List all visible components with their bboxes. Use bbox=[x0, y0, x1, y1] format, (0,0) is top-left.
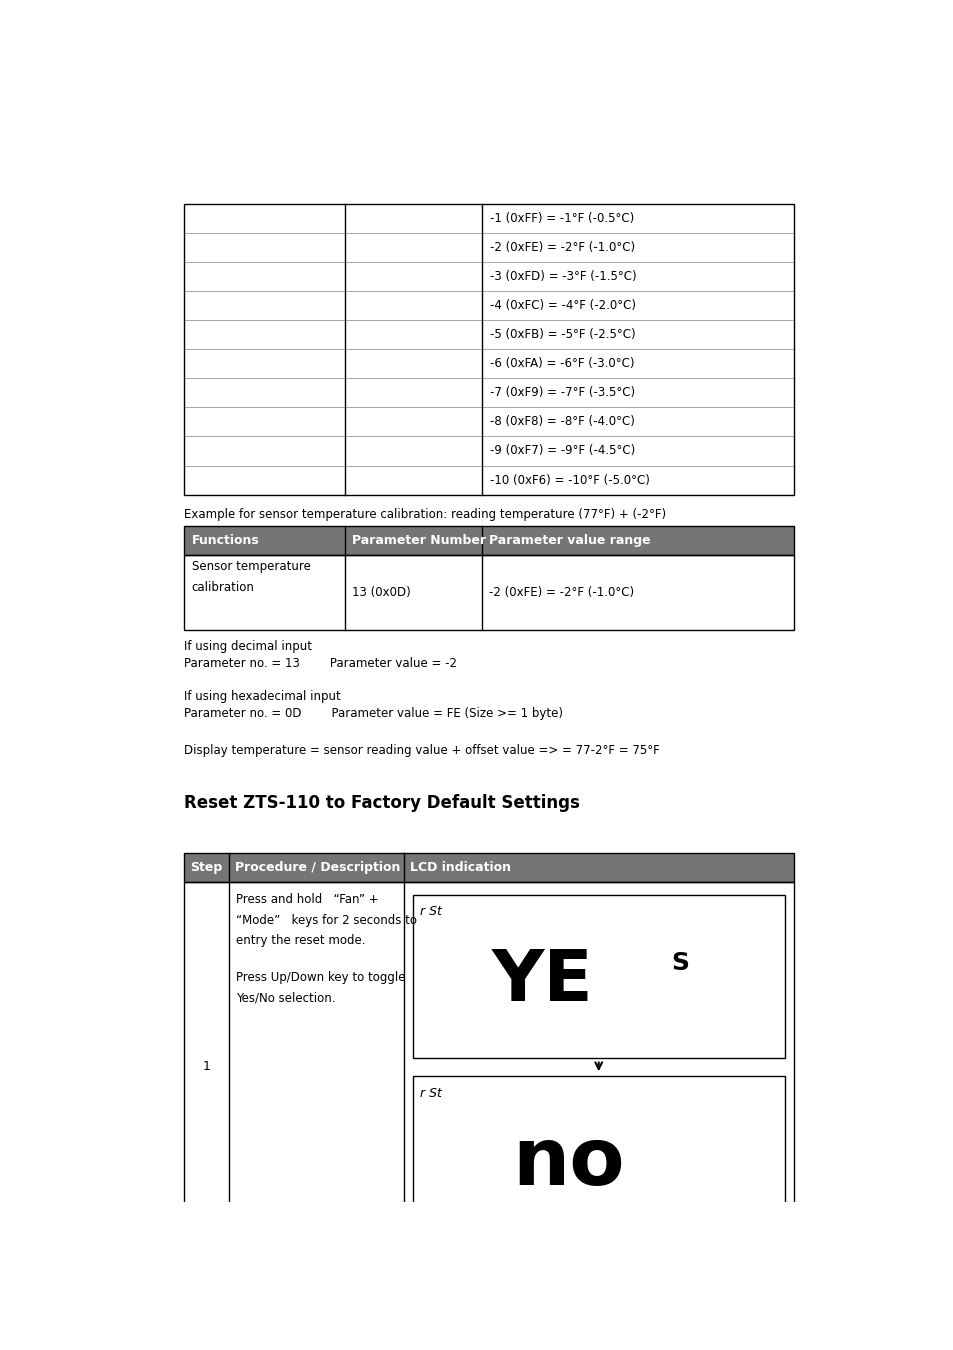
Text: Functions: Functions bbox=[192, 533, 259, 547]
Text: -8 (0xF8) = -8°F (-4.0°C): -8 (0xF8) = -8°F (-4.0°C) bbox=[490, 416, 635, 428]
Text: -5 (0xFB) = -5°F (-2.5°C): -5 (0xFB) = -5°F (-2.5°C) bbox=[490, 328, 636, 342]
Text: If using decimal input: If using decimal input bbox=[184, 640, 312, 653]
Polygon shape bbox=[184, 853, 793, 883]
Text: -10 (0xF6) = -10°F (-5.0°C): -10 (0xF6) = -10°F (-5.0°C) bbox=[490, 474, 650, 486]
Text: Display temperature = sensor reading value + offset value => = 77-2°F = 75°F: Display temperature = sensor reading val… bbox=[184, 744, 659, 757]
Text: Reset ZTS-110 to Factory Default Settings: Reset ZTS-110 to Factory Default Setting… bbox=[184, 794, 579, 811]
Text: Yes/No selection.: Yes/No selection. bbox=[235, 991, 335, 1004]
Text: r St: r St bbox=[419, 906, 441, 918]
Text: entry the reset mode.: entry the reset mode. bbox=[235, 934, 365, 948]
Text: -7 (0xF9) = -7°F (-3.5°C): -7 (0xF9) = -7°F (-3.5°C) bbox=[490, 386, 635, 400]
Text: Sensor temperature
calibration: Sensor temperature calibration bbox=[192, 560, 311, 594]
Text: 1: 1 bbox=[202, 1060, 211, 1073]
Text: Example for sensor temperature calibration: reading temperature (77°F) + (-2°F): Example for sensor temperature calibrati… bbox=[184, 508, 666, 521]
Text: no: no bbox=[512, 1123, 624, 1202]
Text: -3 (0xFD) = -3°F (-1.5°C): -3 (0xFD) = -3°F (-1.5°C) bbox=[490, 270, 637, 284]
Text: LCD indication: LCD indication bbox=[410, 861, 510, 875]
Text: -2 (0xFE) = -2°F (-1.0°C): -2 (0xFE) = -2°F (-1.0°C) bbox=[488, 586, 634, 599]
Text: -9 (0xF7) = -9°F (-4.5°C): -9 (0xF7) = -9°F (-4.5°C) bbox=[490, 444, 635, 458]
Text: “Mode”   keys for 2 seconds to: “Mode” keys for 2 seconds to bbox=[235, 914, 416, 926]
Text: 13 (0x0D): 13 (0x0D) bbox=[352, 586, 411, 599]
Text: -6 (0xFA) = -6°F (-3.0°C): -6 (0xFA) = -6°F (-3.0°C) bbox=[490, 358, 635, 370]
Text: If using hexadecimal input: If using hexadecimal input bbox=[184, 690, 341, 703]
Text: Press Up/Down key to toggle: Press Up/Down key to toggle bbox=[235, 971, 405, 984]
Text: -4 (0xFC) = -4°F (-2.0°C): -4 (0xFC) = -4°F (-2.0°C) bbox=[490, 298, 636, 312]
Text: Parameter value range: Parameter value range bbox=[488, 533, 650, 547]
Text: Step: Step bbox=[190, 861, 222, 875]
Polygon shape bbox=[184, 525, 793, 555]
Text: -1 (0xFF) = -1°F (-0.5°C): -1 (0xFF) = -1°F (-0.5°C) bbox=[490, 212, 634, 224]
Text: Parameter Number: Parameter Number bbox=[352, 533, 486, 547]
Text: Press and hold   “Fan” +: Press and hold “Fan” + bbox=[235, 892, 378, 906]
Text: Parameter no. = 0D        Parameter value = FE (Size >= 1 byte): Parameter no. = 0D Parameter value = FE … bbox=[184, 706, 562, 720]
Text: Procedure / Description: Procedure / Description bbox=[234, 861, 399, 875]
Text: S: S bbox=[671, 950, 689, 975]
Text: r St: r St bbox=[419, 1087, 441, 1100]
Text: YE: YE bbox=[492, 946, 593, 1017]
Text: -2 (0xFE) = -2°F (-1.0°C): -2 (0xFE) = -2°F (-1.0°C) bbox=[490, 240, 635, 254]
Text: Parameter no. = 13        Parameter value = -2: Parameter no. = 13 Parameter value = -2 bbox=[184, 657, 456, 670]
